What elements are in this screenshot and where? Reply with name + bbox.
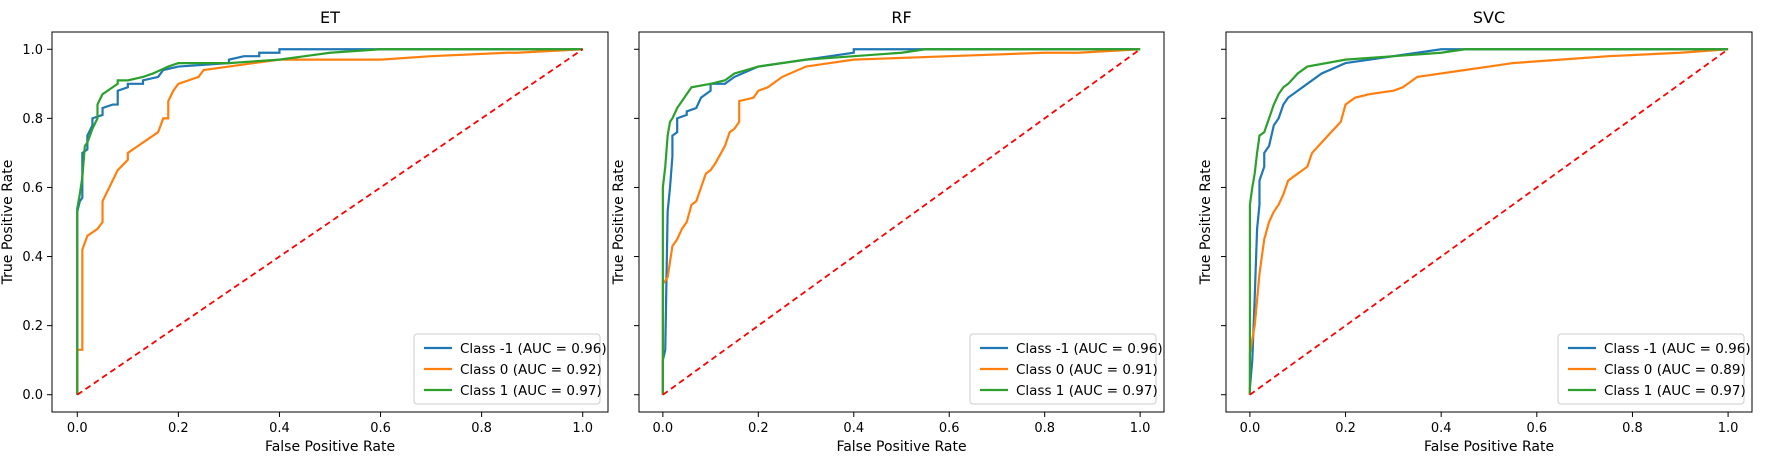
legend-entry: Class 0 (AUC = 0.91) [1016,362,1158,378]
roc-curve-series-1 [1248,48,1729,395]
legend-entry: Class 0 (AUC = 0.89) [1604,362,1746,378]
legend: Class -1 (AUC = 0.96) Class 0 (AUC = 0.89… [1557,333,1751,405]
panel-title: RF [891,8,911,27]
chance-diagonal-line [662,48,1141,396]
chart-panel-2: 0.0 0.2 0.4 0.6 0.8 1.0 SVC False Positive Rate… [1198,8,1753,455]
roc-curve-series-2 [1248,48,1729,395]
axes-frame [638,31,1165,413]
chart-panel-0: 0.0 0.2 0.4 0.6 0.8 1.0 0.0 0.2 0.4 0.6 0.8 1.0 ET Fa… [0,8,609,455]
x-axis-label: False Positive Rate [265,439,395,455]
x-tick-label: 0.6 [1526,421,1547,436]
legend-entry: Class 0 (AUC = 0.92) [460,362,602,378]
axes-frame [51,31,609,413]
x-tick-label: 1.0 [1718,421,1739,436]
x-axis-label: False Positive Rate [836,439,966,455]
x-tick-label: 0.0 [653,421,674,436]
panel-title: SVC [1473,8,1505,27]
legend-entry: Class 1 (AUC = 0.97) [1604,383,1746,399]
x-tick-label: 0.8 [471,421,492,436]
legend-box [413,333,601,405]
x-tick-label: 0.2 [168,421,189,436]
chart-panel-1: 0.0 0.2 0.4 0.6 0.8 1.0 RF False Positive Rate T… [611,8,1165,455]
legend-entry: Class 1 (AUC = 0.97) [460,383,602,399]
legend-entry: Class 1 (AUC = 0.97) [1016,383,1158,399]
x-tick-label: 0.0 [1240,421,1261,436]
x-tick-label: 0.8 [1622,421,1643,436]
x-tick-label: 0.2 [1335,421,1356,436]
y-tick-label: 0.6 [22,181,43,196]
y-axis-label: True Positive Rate [611,160,627,286]
x-axis-label: False Positive Rate [1424,439,1554,455]
legend: Class -1 (AUC = 0.96) Class 0 (AUC = 0.91… [969,333,1163,405]
chance-diagonal-line [76,48,584,396]
legend-entry: Class -1 (AUC = 0.96) [1016,341,1163,357]
x-tick-label: 0.6 [939,421,960,436]
x-tick-label: 1.0 [1130,421,1151,436]
x-tick-label: 0.4 [269,421,290,436]
chance-diagonal-line [1249,48,1729,396]
legend: Class -1 (AUC = 0.96) Class 0 (AUC = 0.92… [413,333,607,405]
x-tick-label: 0.4 [1431,421,1452,436]
legend-box [1557,333,1745,405]
x-tick-label: 0.8 [1034,421,1055,436]
x-tick-label: 0.6 [370,421,391,436]
y-tick-label: 0.8 [22,112,43,127]
panel-title: ET [320,8,340,27]
legend-box [969,333,1157,405]
roc-curve-series-1 [661,48,1141,395]
y-tick-label: 1.0 [22,43,43,58]
y-tick-label: 0.4 [22,250,43,265]
y-tick-label: 0.0 [22,388,43,403]
y-tick-label: 0.2 [22,319,43,334]
y-axis-label: True Positive Rate [0,160,16,286]
roc-curve-series-0 [1248,48,1729,395]
legend-entry: Class -1 (AUC = 0.96) [460,341,607,357]
roc-curve-series-2 [661,48,1141,395]
x-tick-label: 0.4 [843,421,864,436]
x-tick-label: 0.2 [748,421,769,436]
y-axis-label: True Positive Rate [1198,160,1214,286]
x-tick-label: 0.0 [67,421,88,436]
x-tick-label: 1.0 [572,421,593,436]
roc-curve-series-0 [76,48,583,395]
roc-curve-series-2 [76,48,583,395]
legend-entry: Class -1 (AUC = 0.96) [1604,341,1751,357]
axes-frame [1225,31,1753,413]
